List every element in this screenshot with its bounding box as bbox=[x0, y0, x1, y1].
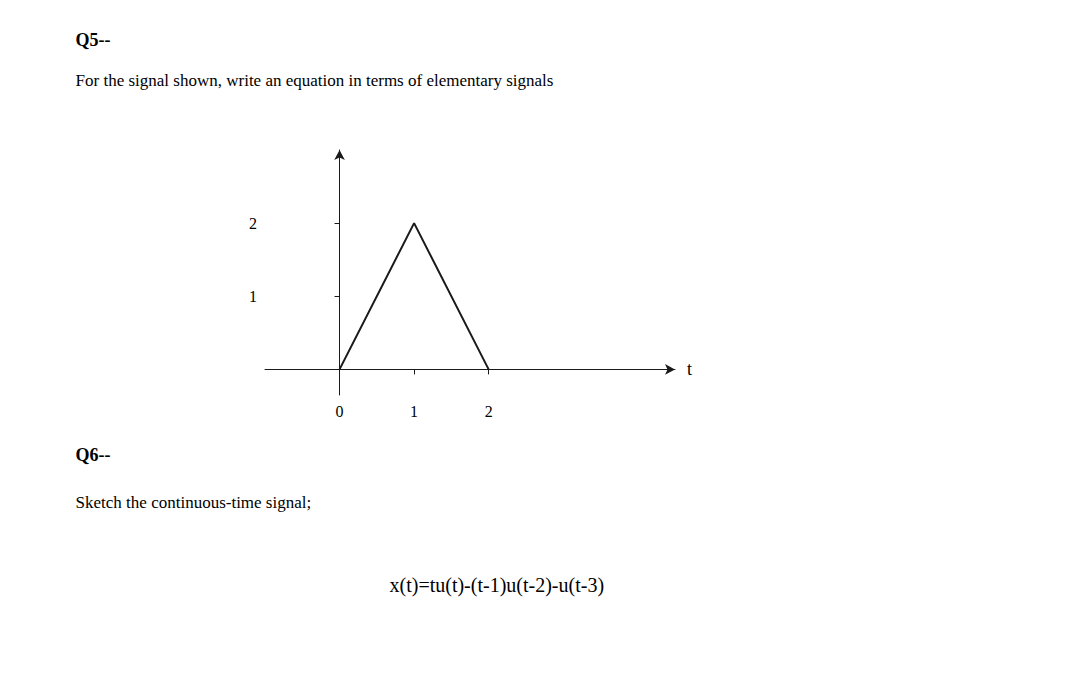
svg-text:t: t bbox=[687, 359, 692, 379]
svg-text:Q5--: Q5-- bbox=[76, 30, 111, 50]
svg-text:1: 1 bbox=[410, 403, 418, 420]
svg-text:2: 2 bbox=[485, 403, 493, 420]
svg-text:1: 1 bbox=[249, 288, 257, 305]
svg-text:x(t)=tu(t)-(t-1)u(t-2)-u(t-3): x(t)=tu(t)-(t-1)u(t-2)-u(t-3) bbox=[390, 574, 605, 597]
svg-text:For the signal shown, write an: For the signal shown, write an equation … bbox=[76, 71, 554, 90]
svg-text:0: 0 bbox=[336, 403, 344, 420]
svg-text:2: 2 bbox=[249, 215, 257, 232]
svg-text:Sketch the continuous-time sig: Sketch the continuous-time signal; bbox=[76, 493, 312, 512]
svg-text:Q6--: Q6-- bbox=[76, 445, 111, 465]
